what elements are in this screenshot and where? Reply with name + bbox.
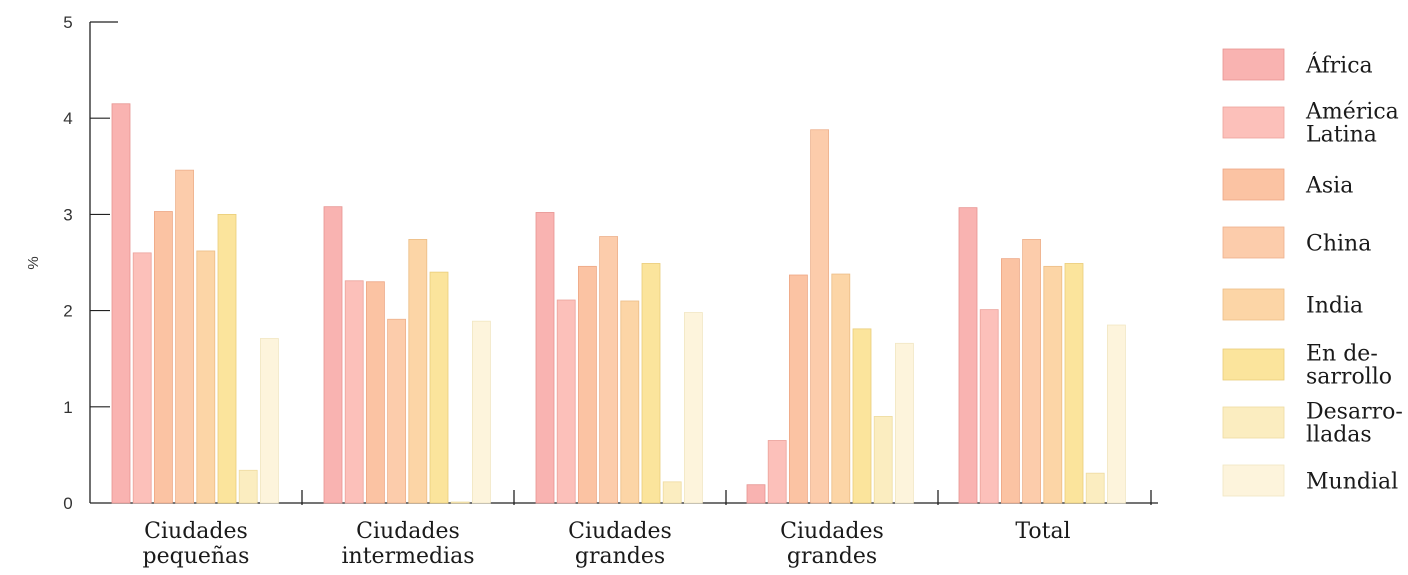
y-tick-label: 2 xyxy=(63,302,72,321)
x-category-label: Ciudades xyxy=(144,519,248,544)
legend-swatch xyxy=(1222,226,1285,259)
bar xyxy=(831,273,851,504)
bar xyxy=(810,129,829,504)
bar xyxy=(1043,265,1063,504)
x-category-label: intermedias xyxy=(342,544,475,569)
legend-swatch xyxy=(1222,168,1285,201)
legend-label: Mundial xyxy=(1306,470,1398,495)
bar xyxy=(1064,263,1084,504)
legend-label: Desarro- xyxy=(1306,400,1403,425)
bars xyxy=(111,103,1126,504)
y-tick-label: 5 xyxy=(63,13,72,32)
legend-label: África xyxy=(1305,52,1373,79)
bar xyxy=(175,169,195,504)
bar xyxy=(1107,324,1126,504)
bar xyxy=(217,213,237,504)
legend-swatch xyxy=(1222,464,1285,497)
bar xyxy=(895,342,914,504)
x-category-label: Ciudades xyxy=(780,519,884,544)
legend-label: sarrollo xyxy=(1306,365,1392,390)
legend-swatch xyxy=(1222,288,1285,321)
legend-label: China xyxy=(1306,232,1371,257)
x-category-label: Ciudades xyxy=(356,519,460,544)
bar xyxy=(1022,239,1041,504)
legend-label: lladas xyxy=(1306,423,1372,448)
legend-label: Asia xyxy=(1305,174,1353,199)
bar xyxy=(196,250,216,504)
bar xyxy=(979,309,999,504)
bar xyxy=(746,484,766,504)
bar xyxy=(1085,472,1105,504)
bar xyxy=(408,239,428,504)
legend-swatch xyxy=(1222,348,1285,381)
bar xyxy=(578,265,597,504)
bar xyxy=(387,318,407,504)
legend-swatch xyxy=(1222,406,1285,439)
bar xyxy=(620,300,640,504)
bar xyxy=(789,274,808,504)
bar xyxy=(450,501,470,504)
legend-swatch xyxy=(1222,106,1285,139)
bar xyxy=(1001,258,1020,504)
bar xyxy=(429,271,449,504)
bar xyxy=(344,280,364,504)
bar xyxy=(111,103,131,504)
bar xyxy=(153,211,173,504)
bar xyxy=(556,299,576,504)
y-tick-label: 3 xyxy=(63,205,72,224)
bar xyxy=(767,440,787,504)
legend-label: En de- xyxy=(1306,342,1378,367)
bar xyxy=(599,236,618,504)
y-tick-label: 0 xyxy=(63,494,72,513)
legend-label: India xyxy=(1306,294,1363,319)
x-category-label: Total xyxy=(1015,519,1070,544)
x-category-label: Ciudades xyxy=(568,519,672,544)
bar xyxy=(238,469,258,504)
bar xyxy=(365,281,385,504)
y-axis-label: % xyxy=(25,256,42,269)
bar xyxy=(323,206,343,504)
legend-label: Latina xyxy=(1306,123,1377,148)
bar xyxy=(641,263,661,504)
bar xyxy=(958,207,978,504)
bar xyxy=(132,252,152,504)
x-category-label: pequeñas xyxy=(143,544,250,569)
x-category-label: grandes xyxy=(575,544,665,569)
axis-labels: 012345%CiudadespequeñasCiudadesintermedi… xyxy=(25,13,1071,569)
bar xyxy=(471,320,491,504)
legend-label: América xyxy=(1305,100,1399,125)
y-tick-label: 4 xyxy=(63,109,72,128)
x-category-label: grandes xyxy=(787,544,877,569)
bar xyxy=(852,328,872,504)
bar xyxy=(535,212,555,504)
bar xyxy=(873,416,893,504)
y-tick-label: 1 xyxy=(63,398,72,417)
bar xyxy=(662,481,682,504)
legend-swatch xyxy=(1222,48,1285,81)
bar xyxy=(684,312,703,504)
bar xyxy=(259,338,279,504)
